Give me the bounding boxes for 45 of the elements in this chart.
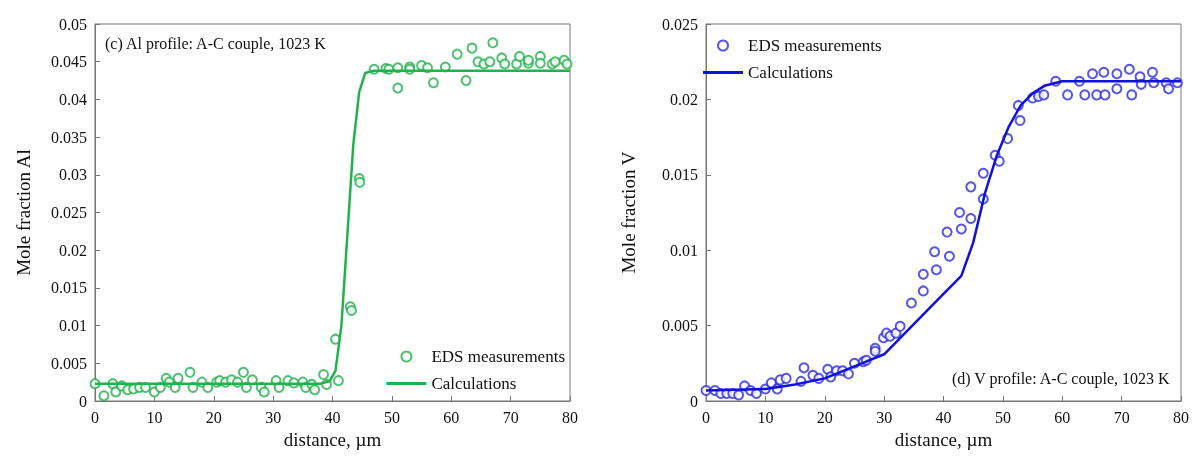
x-tick-label: 30 xyxy=(876,408,893,426)
legend-label: EDS measurements xyxy=(431,347,565,366)
y-tick-label: 0.04 xyxy=(59,90,87,108)
x-tick-label: 60 xyxy=(443,408,460,426)
x-tick-label: 30 xyxy=(265,408,282,426)
y-tick-label: 0.015 xyxy=(662,166,698,184)
y-tick-label: 0 xyxy=(690,392,698,410)
y-axis-title: Mole fraction Al xyxy=(13,149,34,276)
y-tick-label: 0.01 xyxy=(59,317,87,335)
x-axis-title: distance, µm xyxy=(283,428,382,450)
legend-label: Calculations xyxy=(748,63,833,82)
x-axis-title: distance, µm xyxy=(894,428,993,450)
y-tick-label: 0.035 xyxy=(51,128,87,146)
y-tick-label: 0.02 xyxy=(670,90,698,108)
x-tick-label: 0 xyxy=(702,408,710,426)
x-tick-label: 70 xyxy=(502,408,519,426)
x-tick-label: 60 xyxy=(1054,408,1071,426)
legend-label: EDS measurements xyxy=(748,36,882,55)
x-tick-label: 20 xyxy=(816,408,833,426)
y-tick-label: 0 xyxy=(79,392,87,410)
text: (c) Al profile: A-C couple, 1023 K xyxy=(105,34,327,53)
x-tick-label: 10 xyxy=(146,408,163,426)
text: (d) V profile: A-C couple, 1023 K xyxy=(951,369,1170,388)
x-tick-label: 50 xyxy=(994,408,1011,426)
y-tick-label: 0.05 xyxy=(59,15,87,33)
y-tick-label: 0.01 xyxy=(670,241,698,259)
x-tick-label: 10 xyxy=(757,408,774,426)
y-tick-label: 0.045 xyxy=(51,53,87,71)
x-tick-label: 0 xyxy=(91,408,99,426)
y-tick-label: 0.03 xyxy=(59,166,87,184)
y-tick-label: 0.02 xyxy=(59,241,87,259)
x-tick-label: 20 xyxy=(205,408,222,426)
y-tick-label: 0.025 xyxy=(51,204,87,221)
x-tick-label: 80 xyxy=(1173,408,1189,426)
x-tick-label: 40 xyxy=(935,408,952,426)
x-tick-label: 50 xyxy=(383,408,400,426)
y-tick-label: 0.005 xyxy=(662,317,698,335)
y-tick-label: 0.015 xyxy=(51,279,87,297)
y-tick-label: 0.005 xyxy=(51,354,87,372)
x-tick-label: 40 xyxy=(324,408,341,426)
y-tick-label: 0.025 xyxy=(662,15,698,33)
y-axis-title: Mole fraction V xyxy=(618,151,639,274)
x-tick-label: 70 xyxy=(1113,408,1130,426)
x-tick-label: 80 xyxy=(562,408,578,426)
legend-label: Calculations xyxy=(431,374,517,393)
